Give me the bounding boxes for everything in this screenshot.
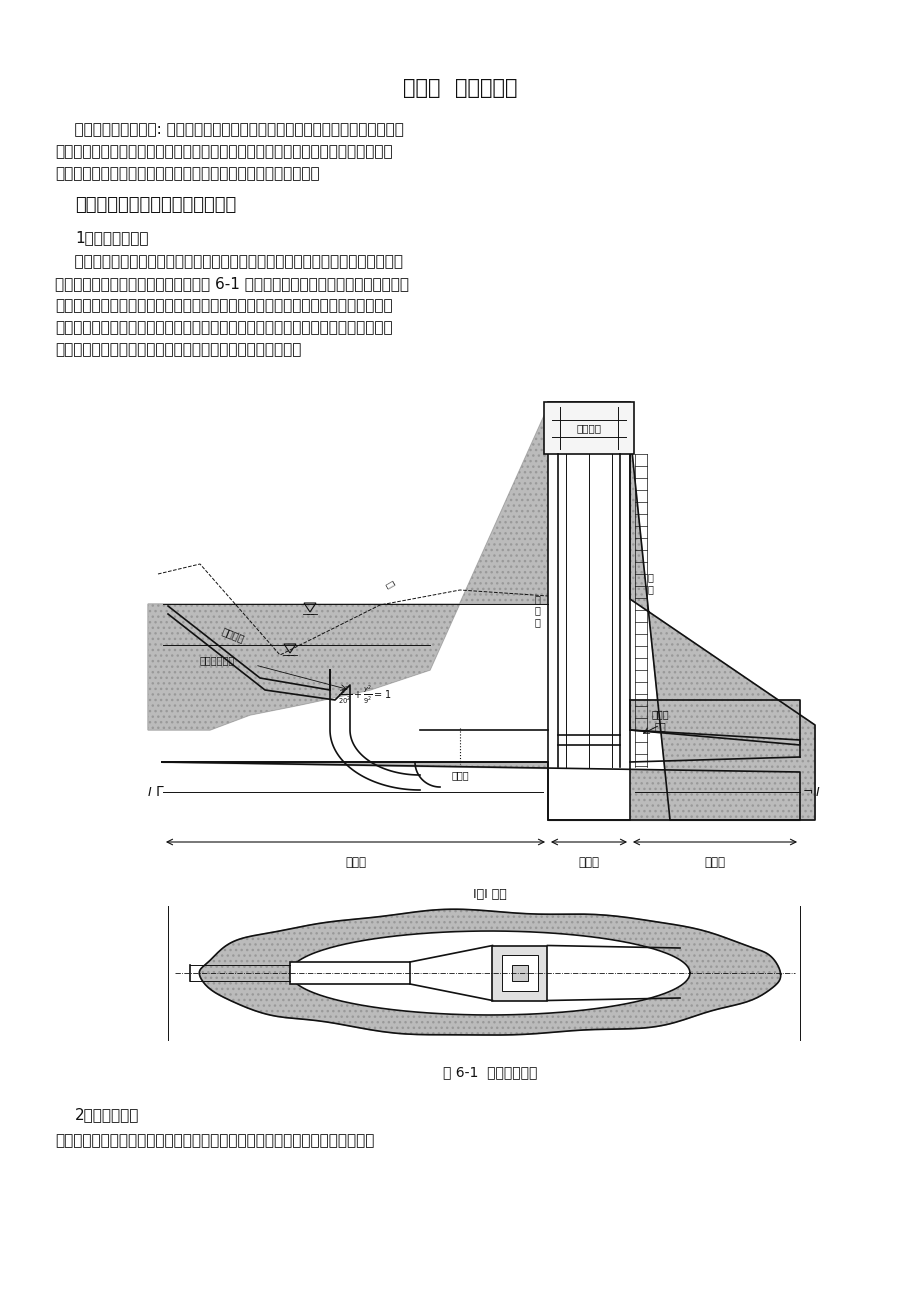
Text: 进口段: 进口段 (345, 855, 366, 868)
Polygon shape (630, 432, 814, 820)
Text: Γ: Γ (156, 785, 164, 800)
Bar (548, 402, 630, 820)
Polygon shape (148, 407, 548, 731)
Bar (289, 962, 410, 984)
Text: 原岩面线: 原岩面线 (220, 627, 245, 644)
Text: 2．墙式进水口: 2．墙式进水口 (75, 1108, 139, 1122)
Text: 整个进水口处于有压状态，其后接有压隙洞或压力管道。适用于坥式、有压引水式、: 整个进水口处于有压状态，其后接有压隙洞或压力管道。适用于坥式、有压引水式、 (55, 144, 392, 159)
Polygon shape (630, 699, 800, 745)
Bar (512, 965, 528, 982)
Text: 一、有压进水口的类型及适用条件: 一、有压进水口的类型及适用条件 (75, 196, 236, 214)
Text: 第三节  有压进水口: 第三节 有压进水口 (403, 78, 516, 98)
Text: ¬: ¬ (802, 785, 812, 798)
Polygon shape (162, 762, 800, 820)
Text: 伸缩缝: 伸缩缝 (450, 770, 469, 780)
Bar (492, 945, 547, 1001)
Polygon shape (289, 931, 689, 1015)
Text: 闸
门
井: 闸 门 井 (534, 594, 539, 627)
Text: I: I (148, 785, 152, 798)
Text: 启闭机间: 启闭机间 (576, 422, 601, 433)
Text: 椭圆曲线顶点: 椭圆曲线顶点 (199, 655, 235, 666)
Bar (502, 956, 538, 991)
Text: 有压进水口的特征是: 进水口高程设在水库最低死水位以下，以引进深层水为主，: 有压进水口的特征是: 进水口高程设在水库最低死水位以下，以引进深层水为主， (55, 122, 403, 136)
Polygon shape (199, 909, 780, 1035)
Text: 混合式水电站。有压进水口通常由进口段、闸门段及渐变段组成。: 混合式水电站。有压进水口通常由进口段、闸门段及渐变段组成。 (55, 166, 319, 181)
Text: 站井的顶部布置启闭机和操纵室，如图 6-1 所示。渐变段之后接隙洞洞身。这种布置: 站井的顶部布置启闭机和操纵室，如图 6-1 所示。渐变段之后接隙洞洞身。这种布置 (55, 276, 409, 291)
Text: 在隙洞进口附近的岩体中开挖站井，井壁一般要进行行衬砂，闸门安装在站井中，: 在隙洞进口附近的岩体中开挖站井，井壁一般要进行行衬砂，闸门安装在站井中， (55, 254, 403, 269)
Text: 岩体比较完整，山坡坡度适宜，易于开挖平洞和站井的情况。: 岩体比较完整，山坡坡度适宜，易于开挖平洞和站井的情况。 (55, 342, 301, 358)
Text: 图 6-1  隙洞式进水口: 图 6-1 隙洞式进水口 (442, 1065, 537, 1079)
Text: I: I (815, 785, 819, 798)
Text: 缺点是站井之前的隙洞段不便检修，站井开挖也较困难。适用于工程地质条件较好，: 缺点是站井之前的隙洞段不便检修，站井开挖也较困难。适用于工程地质条件较好， (55, 320, 392, 335)
Text: 闸后渐
变段: 闸后渐 变段 (651, 710, 668, 731)
Bar (543, 402, 633, 454)
Text: 1．隙洞式进水口: 1．隙洞式进水口 (75, 230, 148, 244)
Text: 的优点是结构比较简单，不受风浪和冰冖的影响，地震影响也较小，比较安全可靠。: 的优点是结构比较简单，不受风浪和冰冖的影响，地震影响也较小，比较安全可靠。 (55, 298, 392, 313)
Text: 进口段、闸门段和闸门站井均布置在山体之外，形成一个紧靠在山岩上的单独墙: 进口段、闸门段和闸门站井均布置在山体之外，形成一个紧靠在山岩上的单独墙 (55, 1134, 374, 1148)
Text: 爬
梯: 爬 梯 (646, 572, 652, 594)
Text: 渐变段: 渐变段 (704, 855, 725, 868)
Text: 闸门段: 闸门段 (578, 855, 599, 868)
Text: $\frac{x^2}{20^2}+\frac{y^2}{9^2}=1$: $\frac{x^2}{20^2}+\frac{y^2}{9^2}=1$ (338, 684, 391, 706)
Text: I－I 剖面: I－I 剖面 (472, 888, 506, 901)
Text: 堰: 堰 (384, 578, 395, 589)
